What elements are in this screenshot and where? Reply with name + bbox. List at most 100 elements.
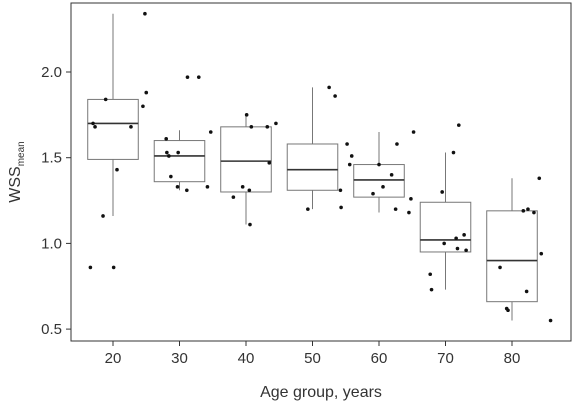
points-layer [88, 11, 553, 323]
data-point [389, 173, 394, 177]
data-point [267, 161, 272, 165]
data-point [205, 185, 210, 189]
data-point [164, 137, 168, 141]
data-point [506, 308, 510, 313]
x-tick-label-4: 60 [371, 350, 388, 367]
plot-frame [70, 2, 572, 342]
data-point [429, 287, 434, 292]
data-point [377, 162, 381, 167]
x-tick-label-6: 80 [504, 350, 521, 367]
box-group-40 [220, 114, 272, 225]
data-point [111, 265, 116, 270]
box-group-70 [419, 152, 472, 290]
x-axis-title: Age group, years [260, 384, 382, 401]
data-point [327, 85, 331, 90]
y-tick-label-2: 1.5 [41, 150, 62, 167]
y-axis: 0.5 1.0 1.5 2.0 [41, 64, 71, 338]
data-point [115, 167, 119, 172]
x-tick-label-3: 50 [304, 350, 321, 367]
data-point [196, 75, 201, 79]
data-point [393, 207, 398, 211]
data-point [249, 125, 254, 129]
x-axis: 20 30 40 50 60 70 80 [105, 341, 521, 367]
box-iqr [353, 164, 405, 198]
data-point [440, 190, 444, 194]
data-point [240, 185, 245, 189]
box-group-60 [353, 131, 405, 213]
data-point [537, 176, 542, 181]
data-point [143, 11, 147, 16]
data-point [144, 90, 149, 95]
data-point [88, 265, 93, 270]
data-point [349, 154, 354, 158]
data-point [548, 318, 553, 323]
box-iqr [486, 210, 538, 303]
data-point [339, 205, 343, 210]
data-point [462, 233, 466, 237]
data-point [371, 191, 375, 196]
data-point [539, 251, 544, 256]
data-point [185, 188, 189, 193]
data-point [265, 125, 270, 129]
data-point [175, 185, 180, 189]
box-group-80 [486, 178, 538, 321]
data-point [521, 209, 526, 213]
data-point [101, 214, 105, 218]
data-point [165, 150, 169, 155]
data-point [176, 150, 180, 155]
data-point [428, 272, 433, 277]
data-point [409, 197, 413, 201]
data-point [454, 236, 458, 241]
x-tick-label-5: 70 [437, 350, 454, 367]
y-tick-label-1: 1.0 [41, 235, 62, 252]
data-point [141, 104, 145, 109]
data-point [442, 241, 446, 246]
data-point [248, 222, 252, 227]
y-tick-label-3: 2.0 [41, 64, 62, 81]
y-axis-title: WSSmean [7, 141, 27, 202]
data-point [93, 125, 97, 129]
data-point [464, 248, 468, 253]
box-group-20 [87, 13, 139, 216]
data-point [407, 210, 411, 215]
data-point [338, 188, 343, 193]
data-point [457, 123, 461, 127]
data-point [185, 75, 190, 79]
y-tick-label-0: 0.5 [41, 321, 62, 338]
data-point [103, 97, 108, 102]
x-tick-label-2: 40 [238, 350, 255, 367]
data-point [247, 188, 252, 193]
data-point [167, 154, 171, 158]
data-point [244, 113, 249, 117]
x-tick-label-1: 30 [171, 350, 188, 367]
data-point [347, 162, 352, 167]
box-iqr [153, 140, 206, 183]
y-axis-title-subscript: mean [16, 141, 27, 166]
data-point [231, 195, 236, 199]
boxes-layer [87, 13, 538, 321]
data-point [91, 121, 95, 126]
box-group-50 [286, 87, 339, 210]
box-iqr [286, 143, 339, 191]
data-point [532, 210, 536, 215]
data-point [451, 150, 456, 155]
data-point [455, 246, 460, 251]
box-iqr [220, 126, 272, 193]
data-point [381, 185, 385, 189]
data-point [526, 207, 530, 211]
data-point [208, 130, 213, 134]
data-point [306, 207, 310, 211]
data-point [333, 94, 337, 98]
y-axis-title-main: WSS [7, 166, 24, 202]
data-point [395, 142, 399, 146]
box-iqr [87, 98, 139, 160]
data-point [524, 289, 529, 294]
data-point [345, 142, 349, 146]
data-point [274, 121, 278, 126]
box-group-30 [153, 130, 206, 191]
x-tick-label-0: 20 [105, 350, 122, 367]
data-point [498, 265, 502, 270]
data-point [129, 125, 133, 129]
data-point [411, 130, 416, 134]
